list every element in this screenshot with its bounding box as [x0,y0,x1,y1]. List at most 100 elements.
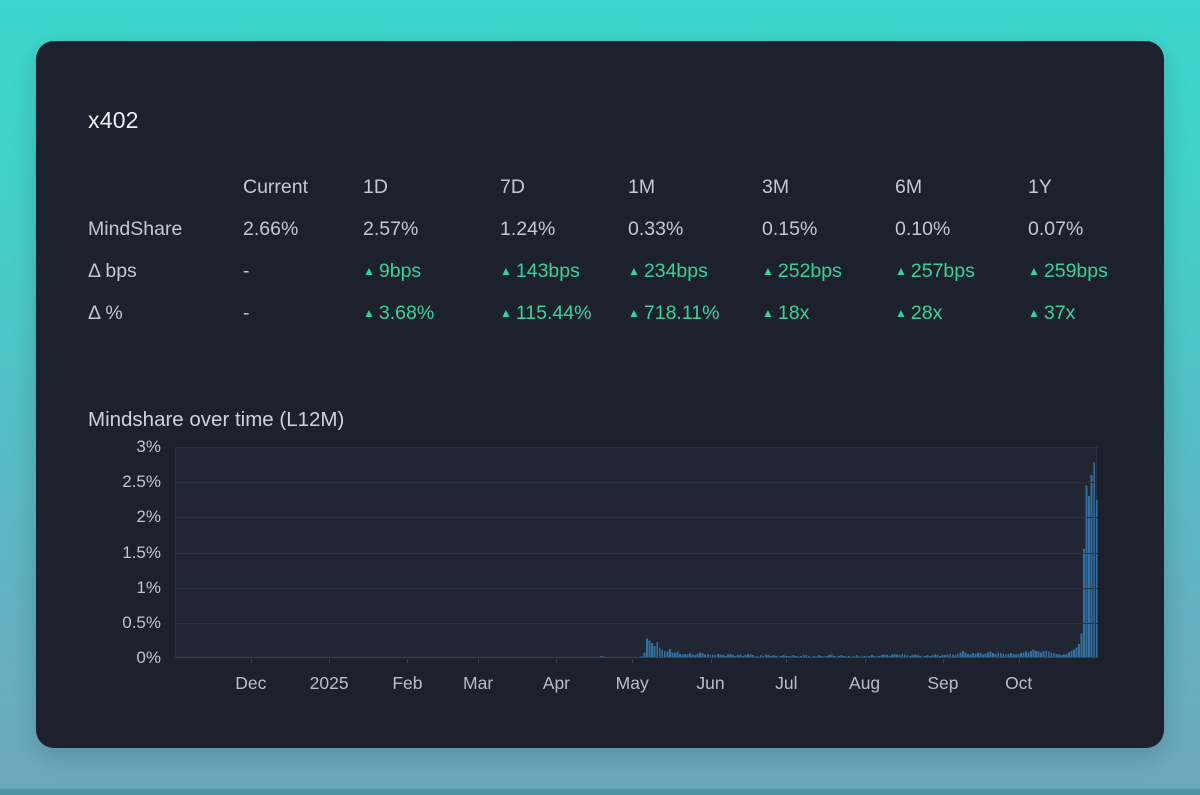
bar [838,655,841,658]
bar [918,655,921,658]
x-tick-label: Sep [927,673,959,693]
bar [754,655,757,658]
bar [812,655,815,658]
bar [689,653,691,658]
bar [956,653,959,658]
gridline [176,623,1098,624]
stat-value: 0.10% [895,217,951,240]
bar [673,653,676,658]
bar [896,654,899,658]
bar [1055,653,1058,658]
chart-x-axis: Dec 2025 Feb Mar Apr May Jun Jul Aug Sep Oct [175,673,1097,699]
mindshare-chart: 3% 2.5% 2% 1.5% 1% 0.5% 0% Dec 2025 Feb Mar Apr May… [88,437,1138,737]
x-tick-mark [864,659,866,663]
bar [709,655,712,658]
bar [701,653,704,658]
up-arrow-icon: ▲ [1028,264,1040,278]
bar [1019,653,1022,658]
bar [706,653,709,658]
y-tick-label: 2.5% [122,472,161,492]
up-arrow-icon: ▲ [363,306,375,320]
bar [1037,651,1040,658]
bar [646,638,649,658]
bar [855,655,858,658]
bar [893,653,896,658]
x-tick-mark [250,659,252,663]
bar [853,655,856,658]
bar [946,654,949,658]
bar [868,655,871,658]
stat-value: 0.33% [628,217,684,240]
bar [782,655,785,658]
bar [716,653,719,658]
bar [764,654,767,658]
bar [883,654,886,658]
bar [926,655,929,658]
bar [870,655,873,658]
bar [668,648,671,658]
x-tick-label: Jul [775,673,798,693]
bar [825,655,828,658]
bar [678,653,681,658]
row-label: MindShare [88,217,183,240]
bar [964,652,967,658]
up-arrow-icon: ▲ [895,264,907,278]
delta-value-up: ▲ 9bps [363,259,422,282]
bar [1009,653,1012,658]
bar [800,655,803,658]
bar [901,653,904,658]
bar [714,655,717,658]
delta-value-up: ▲ 115.44% [500,301,592,324]
bar [744,655,747,658]
bar [959,652,962,658]
bar [1027,652,1030,658]
bar [721,655,724,658]
x-tick-label: Apr [542,673,571,693]
bar [982,654,984,658]
bar [1042,650,1045,658]
bar [676,651,679,658]
bar [984,653,987,658]
bar [726,654,729,658]
bar [785,655,787,658]
bar [802,654,805,658]
bar [661,649,664,658]
bar [671,652,674,658]
x-tick-mark [710,659,712,663]
gridline [176,447,1098,448]
stat-value: 0.07% [1028,217,1084,240]
bar [949,653,952,658]
bar [888,655,891,658]
bar [694,655,697,658]
bar [913,654,916,658]
stat-value: 2.57% [363,217,419,240]
bar [858,655,861,658]
bar [1070,650,1073,658]
up-arrow-icon: ▲ [500,306,512,320]
bar [1083,548,1086,658]
x-tick-label: 2025 [309,673,349,693]
bar [762,655,765,658]
bar [1095,499,1098,658]
bar [1052,653,1055,658]
chart-x-axis-line [176,657,1098,658]
bar [966,653,969,658]
mindshare-card: x402 Current 1D 7D 1M 3M 6M 1Y MindShare 2.66% 2.… [36,41,1164,748]
bar [1080,633,1083,658]
bar [891,654,894,658]
bar [772,655,775,658]
chart-plot-area [175,447,1098,658]
bar [1047,651,1050,658]
up-arrow-icon: ▲ [895,306,907,320]
bar [992,653,995,658]
column-header-3M: 3M [762,175,790,198]
bar [686,654,689,658]
bar [805,655,808,658]
bottom-strip [0,789,1200,795]
x-tick-label: Dec [235,673,267,693]
x-tick-mark [556,659,558,663]
bar [936,655,939,658]
bar [1022,652,1025,658]
bar [886,655,889,658]
